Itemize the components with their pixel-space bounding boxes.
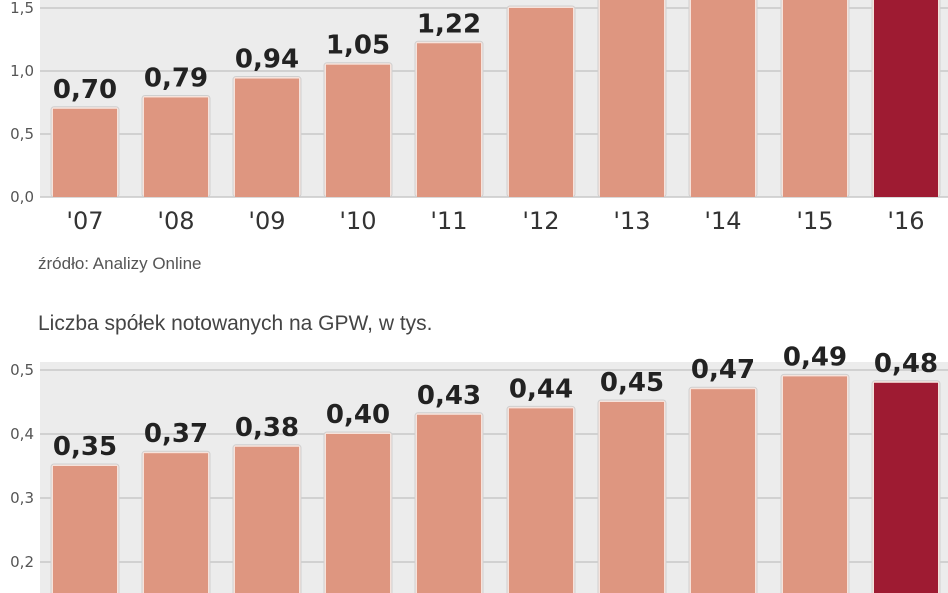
y-tick-label: 1,0 (10, 62, 34, 80)
data-label: 0,94 (235, 45, 299, 75)
bar-16 (874, 382, 938, 593)
bar-11 (417, 414, 481, 593)
data-label: 0,70 (53, 75, 117, 105)
bar-13 (600, 0, 664, 197)
bar-08 (144, 453, 208, 593)
bar-09 (235, 446, 299, 593)
data-label: 0,43 (417, 381, 481, 411)
data-label: 0,49 (783, 342, 847, 372)
data-label: 0,35 (53, 432, 117, 462)
bar-12 (509, 8, 573, 197)
data-label: 0,48 (874, 349, 938, 379)
bar-15 (783, 0, 847, 197)
data-label: 0,47 (691, 355, 755, 385)
x-tick-label: '07 (66, 207, 103, 235)
x-tick-label: '08 (157, 207, 194, 235)
x-tick-label: '14 (704, 207, 741, 235)
bar-14 (691, 389, 755, 593)
y-tick-label: 0,5 (10, 125, 34, 143)
y-tick-label: 0,2 (10, 553, 34, 571)
source-note: źródło: Analizy Online (38, 254, 201, 273)
y-tick-label: 0,3 (10, 489, 34, 507)
bar-14 (691, 0, 755, 197)
x-tick-label: '13 (613, 207, 650, 235)
chart-top: 0,0 0,5 1,0 1,5 0,70 '07 0,79 '08 0,94 '09 1,05 '10… (10, 0, 948, 235)
bar-07 (53, 108, 117, 197)
x-tick-label: '11 (430, 207, 467, 235)
data-label: 0,37 (144, 419, 208, 449)
data-label: 0,45 (600, 368, 664, 398)
x-tick-label: '16 (887, 207, 924, 235)
bar-09 (235, 78, 299, 197)
data-label: 0,79 (144, 63, 208, 93)
bar-08 (144, 97, 208, 197)
y-tick-label: 0,5 (10, 361, 34, 379)
bar-07 (53, 466, 117, 593)
bar-12 (509, 408, 573, 593)
y-tick-label: 0,0 (10, 188, 34, 206)
x-tick-label: '10 (339, 207, 376, 235)
data-label: 0,38 (235, 413, 299, 443)
y-tick-label: 0,4 (10, 425, 34, 443)
chart-title: Liczba spółek notowanych na GPW, w tys. (38, 312, 433, 335)
bar-11 (417, 43, 481, 197)
bar-10 (326, 434, 390, 593)
y-tick-label: 1,5 (10, 0, 34, 17)
bar-16 (874, 0, 938, 197)
data-label: 1,22 (417, 9, 481, 39)
data-label: 1,05 (326, 31, 390, 61)
x-tick-label: '09 (248, 207, 285, 235)
bar-13 (600, 402, 664, 593)
bar-15 (783, 376, 847, 593)
data-label: 0,40 (326, 400, 390, 430)
chart-bottom: 0,2 0,3 0,4 0,5 0,35 0,37 0,38 0,40 0,43 0,44 0,45… (10, 342, 948, 593)
bar-10 (326, 64, 390, 197)
data-label: 0,44 (509, 374, 573, 404)
x-tick-label: '12 (522, 207, 559, 235)
x-tick-label: '15 (796, 207, 833, 235)
